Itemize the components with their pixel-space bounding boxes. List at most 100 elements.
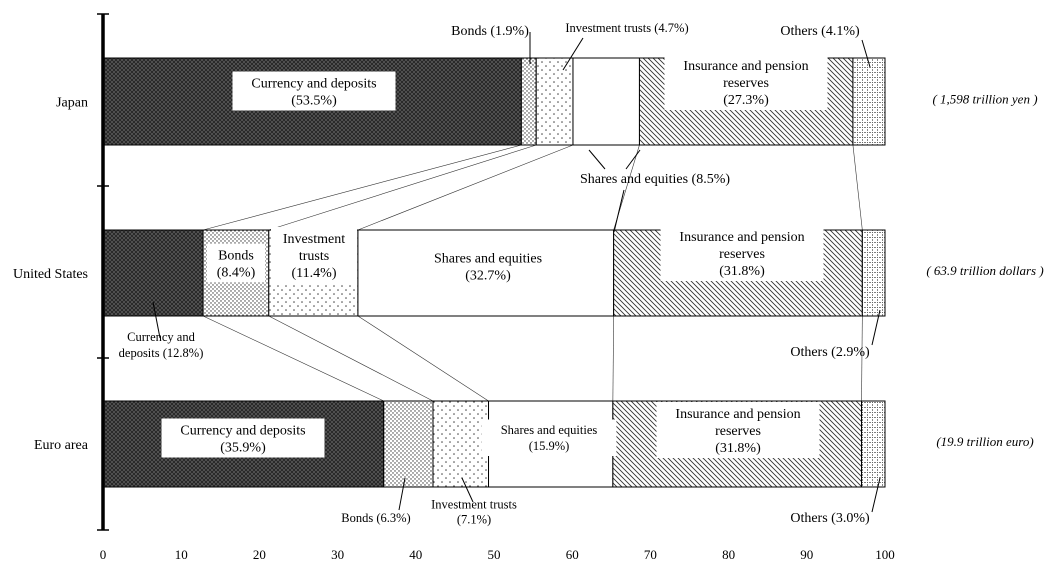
segment-label-euro-area-bonds-line-1: Bonds (6.3%) xyxy=(341,511,410,525)
segment-label-japan-investment-trusts: Investment trusts (4.7%) xyxy=(562,21,689,71)
connector-line-2-3 xyxy=(357,315,489,402)
segment-label-euro-area-shares-and-equities-box xyxy=(481,419,617,456)
segment-label-japan-others-pointer xyxy=(861,39,871,68)
bar-japan-others xyxy=(852,57,886,146)
category-label-japan: Japan xyxy=(56,96,88,111)
segment-label-japan-insurance-and-pension-reserves: Insurance and pension reserves (27.3%) xyxy=(664,54,828,110)
segment-label-euro-area-shares-and-equities: Shares and equities (15.9%) xyxy=(481,419,617,456)
segment-label-united-states-bonds-box xyxy=(207,243,265,283)
bar-euro-area-investment-trusts xyxy=(432,400,490,488)
total-label-euro-area: (19.9 trillion euro) xyxy=(936,434,1033,449)
segment-label-united-states-insurance-and-pension-reserves-box xyxy=(660,225,824,281)
bar-japan-bonds xyxy=(520,57,537,146)
segment-label-euro-area-investment-trusts: Investment trusts(7.1%) xyxy=(431,477,517,527)
segment-label-united-states-bonds: Bonds (8.4%) xyxy=(207,243,265,283)
bar-japan-investment-trusts xyxy=(535,57,574,146)
segment-label-united-states-bonds-line-2: (8.4%) xyxy=(217,266,256,281)
bar-united-states-others xyxy=(861,229,886,317)
connector-line-2-4 xyxy=(612,315,614,402)
connector-line-2-1 xyxy=(202,315,384,402)
bar-japan-shares-and-equities xyxy=(572,57,640,146)
segment-label-united-states-insurance-and-pension-reserves-line-1: Insurance and pension xyxy=(679,230,804,245)
x-tick-label-40: 40 xyxy=(409,547,422,562)
segment-label-united-states-currency-and-deposits-line-1: Currency and xyxy=(127,330,195,344)
segment-label-japan-insurance-and-pension-reserves-line-3: (27.3%) xyxy=(723,93,769,108)
segment-label-japan-investment-trusts-pointer xyxy=(562,37,584,71)
segment-label-japan-investment-trusts-line-1: Investment trusts (4.7%) xyxy=(565,21,688,35)
x-tick-label-20: 20 xyxy=(253,547,266,562)
segment-label-united-states-insurance-and-pension-reserves-line-3: (31.8%) xyxy=(719,264,765,279)
segment-label-euro-area-insurance-and-pension-reserves: Insurance and pension reserves (31.8%) xyxy=(656,402,820,458)
segment-label-euro-area-shares-and-equities-line-2: (15.9%) xyxy=(529,439,570,453)
connector-line-1-1 xyxy=(203,144,522,231)
segment-label-japan-currency-and-deposits-line-2: (53.5%) xyxy=(291,94,337,109)
total-label-japan: ( 1,598 trillion yen ) xyxy=(932,92,1037,107)
segment-label-euro-area-currency-and-deposits-line-1: Currency and deposits xyxy=(180,424,305,439)
segment-label-japan-bonds-line-1: Bonds (1.9%) xyxy=(451,24,529,39)
segment-label-japan-currency-and-deposits-line-1: Currency and deposits xyxy=(251,77,376,92)
segment-label-united-states-currency-and-deposits-pointer xyxy=(152,301,161,339)
segment-label-united-states-insurance-and-pension-reserves-line-2: reserves xyxy=(719,247,765,262)
x-tick-label-90: 90 xyxy=(800,547,813,562)
bar-euro-area-bonds xyxy=(383,400,434,488)
segment-label-euro-area-shares-and-equities-line-1: Shares and equities xyxy=(501,423,598,437)
x-tick-label-50: 50 xyxy=(488,547,501,562)
segment-label-euro-area-currency-and-deposits-box xyxy=(161,418,325,458)
segment-label-united-states-investment-trusts-line-2: trusts xyxy=(299,249,329,264)
segment-label-euro-area-others-line-1: Others (3.0%) xyxy=(790,511,870,526)
segment-label-united-states-investment-trusts: Investment trusts (11.4%) xyxy=(271,227,357,283)
axis-layer: 0 10 20 30 40 50 60 70 80 90 100 xyxy=(97,13,895,562)
segment-label-euro-area-bonds-pointer xyxy=(398,477,406,511)
segment-label-euro-area-insurance-and-pension-reserves-line-3: (31.8%) xyxy=(715,441,761,456)
x-tick-label-30: 30 xyxy=(331,547,344,562)
connector-lines xyxy=(202,144,863,402)
segment-label-japan-others: Others (4.1%) xyxy=(780,24,871,68)
segment-label-united-states-investment-trusts-line-1: Investment xyxy=(283,232,345,247)
segment-label-japan-currency-and-deposits-box xyxy=(232,71,396,111)
connector-line-2-2 xyxy=(268,315,434,402)
x-tick-label-10: 10 xyxy=(175,547,188,562)
segment-label-united-states-shares-and-equities-line-2: (32.7%) xyxy=(465,269,511,284)
segment-label-euro-area-others: Others (3.0%) xyxy=(790,477,881,526)
connector-line-2-5 xyxy=(861,315,863,402)
segment-label-euro-area-currency-and-deposits-line-2: (35.9%) xyxy=(220,441,266,456)
segment-label-japan-shares-and-equities: Shares and equities (8.5%) xyxy=(580,149,730,187)
connector-line-1-3 xyxy=(357,144,574,231)
segment-label-united-states-investment-trusts-line-3: (11.4%) xyxy=(292,266,337,281)
bar-euro-area-others xyxy=(861,400,886,488)
labels-layer: Japan ( 1,598 trillion yen ) United States… xyxy=(13,21,1044,527)
segment-label-euro-area-others-pointer xyxy=(871,477,881,513)
segment-label-euro-area-insurance-and-pension-reserves-box xyxy=(656,402,820,458)
segment-label-united-states-others-line-1: Others (2.9%) xyxy=(790,345,870,360)
total-label-united-states: ( 63.9 trillion dollars ) xyxy=(926,263,1043,278)
connector-line-1-2 xyxy=(268,144,537,231)
segment-label-united-states-currency-and-deposits-line-2: deposits (12.8%) xyxy=(119,346,204,360)
segment-label-united-states-shares-and-equities-line-1: Shares and equities xyxy=(434,252,542,267)
segment-label-japan-insurance-and-pension-reserves-line-1: Insurance and pension xyxy=(683,59,808,74)
segment-label-japan-shares-and-equities-line-1: Shares and equities (8.5%) xyxy=(580,172,730,187)
segment-label-japan-others-line-1: Others (4.1%) xyxy=(780,24,860,39)
segment-label-united-states-others-pointer xyxy=(871,309,881,346)
segment-label-japan-insurance-and-pension-reserves-line-2: reserves xyxy=(723,76,769,91)
segment-label-euro-area-currency-and-deposits: Currency and deposits (35.9%) xyxy=(161,418,325,458)
segment-label-united-states-investment-trusts-box xyxy=(271,227,357,283)
segment-label-united-states-bonds-line-1: Bonds xyxy=(218,249,254,264)
bar-united-states-shares-and-equities xyxy=(357,229,615,317)
segment-label-japan-insurance-and-pension-reserves-box xyxy=(664,54,828,110)
segment-label-japan-currency-and-deposits: Currency and deposits (53.5%) xyxy=(232,71,396,111)
segment-label-euro-area-investment-trusts-pointer xyxy=(461,477,474,503)
segment-label-euro-area-bonds: Bonds (6.3%) xyxy=(341,477,411,525)
segment-label-euro-area-investment-trusts-line-2: (7.1%) xyxy=(457,513,491,527)
segment-label-united-states-currency-and-deposits: Currency and deposits (12.8%) xyxy=(119,301,204,360)
category-label-united-states: United States xyxy=(13,267,88,282)
segment-label-euro-area-insurance-and-pension-reserves-line-2: reserves xyxy=(715,424,761,439)
x-tick-label-100: 100 xyxy=(875,547,895,562)
segment-label-japan-shares-and-equities-pointer-3 xyxy=(613,189,625,233)
segment-label-euro-area-investment-trusts-line-1: Investment trusts xyxy=(431,498,517,512)
segment-label-united-states-shares-and-equities: Shares and equities (32.7%) xyxy=(434,252,542,284)
connector-line-1-5 xyxy=(852,144,863,231)
category-label-euro-area: Euro area xyxy=(34,438,89,453)
x-tick-label-60: 60 xyxy=(566,547,579,562)
x-tick-label-80: 80 xyxy=(722,547,735,562)
